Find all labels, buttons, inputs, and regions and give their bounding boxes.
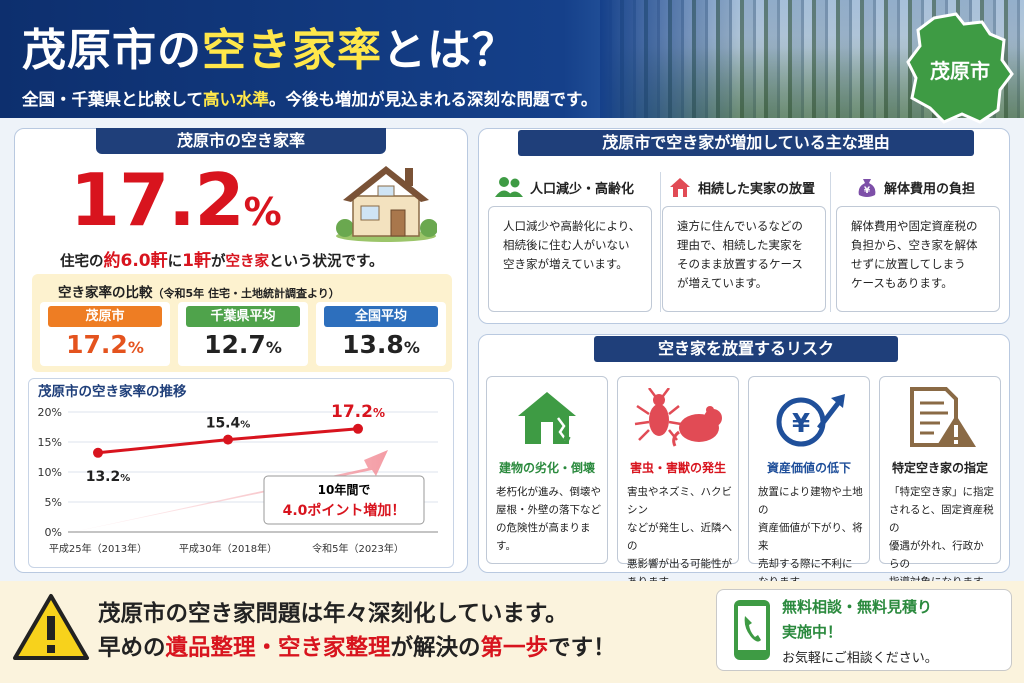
risk-item-asset-value: ¥ 資産価値の低下 放置により建物や土地の 資産価値が下がり、将来 売却する際に不利… [748,376,870,588]
house-icon [336,166,437,242]
divider [660,172,661,312]
phone-icon [734,600,770,660]
callout-line-1: 10年間で [318,482,371,497]
data-point [223,434,233,445]
risk-text: 「特定空き家」に指定されると、固定資産税の優遇が外れ、行政からの指導対象になりま… [889,486,994,588]
comparison-label: 全国平均 [324,306,438,327]
risk-title: 特定空き家の指定 [891,461,988,475]
reason-text-3: 解体費用や固定資産税の 負担から、空き家を解体 せずに放置してしまう ケースもあります… [836,206,1000,312]
data-point [353,423,363,434]
document-warning-icon [910,387,976,447]
x-tick-label: 平成25年（2013年） [49,542,147,555]
data-point [93,447,103,458]
comparison-value: 17.2% [66,330,144,359]
yen-down-icon: ¥ [776,394,845,447]
risks-heading: 空き家を放置するリスク [594,336,898,362]
pest-icon [634,388,722,447]
inherited-house-icon [670,178,690,197]
broken-house-icon [518,392,576,444]
risk-item-designation: 特定空き家の指定 「特定空き家」に指定 されると、固定資産税の 優遇が外れ、行政から… [879,376,1001,588]
comparison-item-chiba: 千葉県平均 12.7% [178,302,308,366]
data-label: 13.2% [86,469,131,485]
risk-item-pests: 害虫・害獣の発生 害虫やネズミ、ハクビシン などが発生し、近隣への 悪影響が出る可能… [617,376,739,588]
region-label: 茂原市 [930,59,990,83]
rate-value: 17.2% [70,158,282,242]
comparison-item-mobara: 茂原市 17.2% [40,302,170,366]
reason-text-2: 遠方に住んでいるなどの 理由で、相続した実家を そのまま放置するケース が増えています… [662,206,826,312]
reason-title-3: ¥ 解体費用の負担 [856,176,975,198]
trend-chart: 0% 5% 10% 15% 20% 平成25年（2013年） 平成30年（2018年） 令和… [38,402,438,555]
risk-title: 害虫・害獣の発生 [629,461,726,475]
comparison-label: 千葉県平均 [186,306,300,327]
people-icon [495,177,523,197]
y-tick-label: 5% [45,496,62,509]
comparison-title: 空き家率の比較（令和5年 住宅・土地統計調査より） [58,285,340,301]
reasons-heading: 茂原市で空き家が増加している主な理由 [518,130,974,156]
y-tick-label: 20% [38,406,62,419]
page-subtitle: 全国・千葉県と比較して高い水準。今後も増加が見込まれる深刻な問題です。 [22,90,598,109]
svg-text:¥: ¥ [792,409,810,439]
trend-panel [28,378,454,568]
x-tick-label: 令和5年（2023年） [312,542,404,555]
reason-title-1: 人口減少・高齢化 [494,176,634,198]
reason-text-1: 人口減少や高齢化により、 相続後に住む人がいない 空き家が増えています。 [488,206,652,312]
money-bag-icon: ¥ [858,179,876,197]
warning-icon [13,594,89,660]
footer-line-2: 早めの遺品整理・空き家整理が解決の第一歩です！ [98,635,616,661]
comparison-item-national: 全国平均 13.8% [316,302,446,366]
chart-title: 茂原市の空き家率の推移 [38,384,187,400]
reason-title-2: 相続した実家の放置 [668,176,815,198]
callout-line-2: 4.0ポイント増加！ [283,502,406,519]
contact-line-1: 無料相談・無料見積り [782,598,933,616]
risk-item-deterioration: 建物の劣化・倒壊 老朽化が進み、倒壊や 屋根・外壁の落下など の危険性が高まります。 [486,376,608,564]
risk-text: 老朽化が進み、倒壊や 屋根・外壁の落下など の危険性が高まります。 [496,486,601,552]
risk-title: 資産価値の低下 [766,461,851,475]
rate-heading: 茂原市の空き家率 [96,128,386,154]
contact-line-3: お気軽にご相談ください。 [782,651,938,666]
y-tick-label: 10% [38,466,62,479]
footer-line-1: 茂原市の空き家問題は年々深刻化しています。 [98,601,568,627]
comparison-value: 13.8% [342,330,420,359]
x-tick-label: 平成30年（2018年） [179,542,277,555]
y-tick-label: 0% [45,526,62,539]
region-map-icon: 茂原市 [906,12,1014,124]
contact-line-2: 実施中！ [782,623,843,641]
comparison-label: 茂原市 [48,306,162,327]
divider [830,172,831,312]
svg-text:¥: ¥ [864,186,871,196]
data-label: 15.4% [206,416,251,432]
risk-title: 建物の劣化・倒壊 [498,461,595,475]
callout-box [263,475,425,525]
y-tick-label: 15% [38,436,62,449]
comparison-value: 12.7% [204,330,282,359]
data-label: 17.2% [331,402,385,422]
rate-description: 住宅の約6.0軒に1軒が空き家という状況です。 [60,251,384,271]
page-title: 茂原市の空き家率とは？ [22,25,517,76]
